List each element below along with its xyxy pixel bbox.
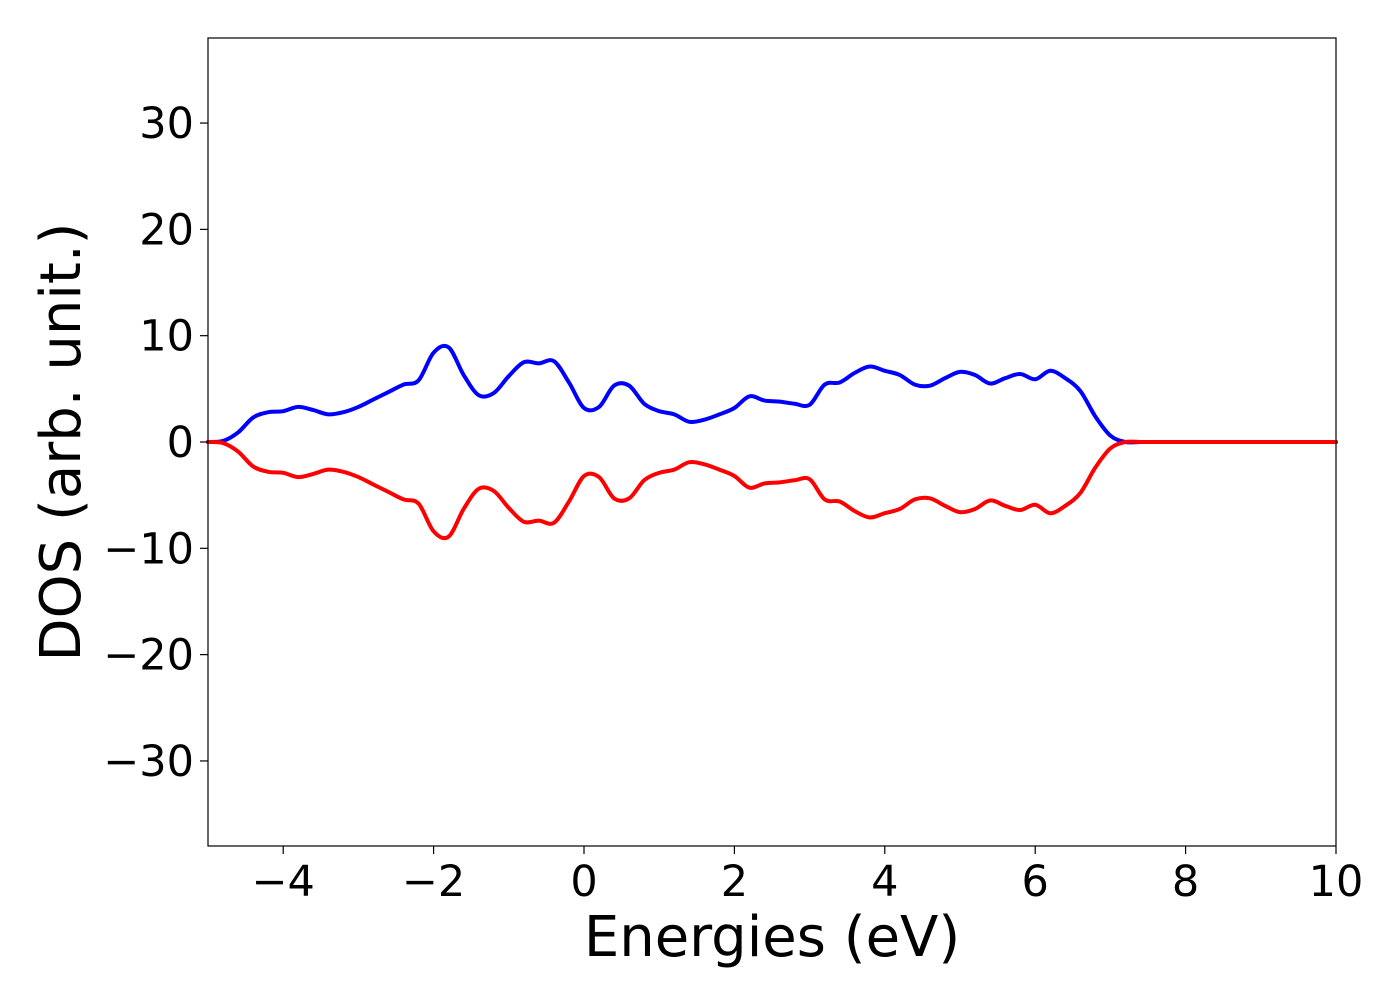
- y-tick-label: −20: [103, 631, 194, 681]
- x-tick-label: 8: [1172, 857, 1199, 907]
- x-tick-label: 2: [721, 857, 748, 907]
- x-tick-label: 6: [1022, 857, 1049, 907]
- series-line-spin-down: [206, 439, 1338, 541]
- series-line-spin-up: [206, 343, 1338, 445]
- x-axis: −4 −2 0 2 4 6 8 10: [252, 846, 1364, 907]
- y-tick-label: 10: [139, 312, 194, 362]
- x-tick-label: −2: [402, 857, 465, 907]
- y-tick-label: −10: [103, 524, 194, 574]
- series-layer: [206, 343, 1338, 541]
- x-tick-label: −4: [252, 857, 315, 907]
- y-tick-label: 0: [167, 418, 194, 468]
- y-axis-label: DOS (arb. unit.): [29, 222, 94, 661]
- y-axis: −30 −20 −10 0 10 20 30: [103, 99, 208, 787]
- x-axis-label: Energies (eV): [584, 905, 960, 970]
- y-tick-label: −30: [103, 737, 194, 787]
- x-tick-label: 0: [570, 857, 597, 907]
- y-tick-label: 20: [139, 205, 194, 255]
- y-tick-label: 30: [139, 99, 194, 149]
- x-tick-label: 10: [1309, 857, 1364, 907]
- x-tick-label: 4: [871, 857, 898, 907]
